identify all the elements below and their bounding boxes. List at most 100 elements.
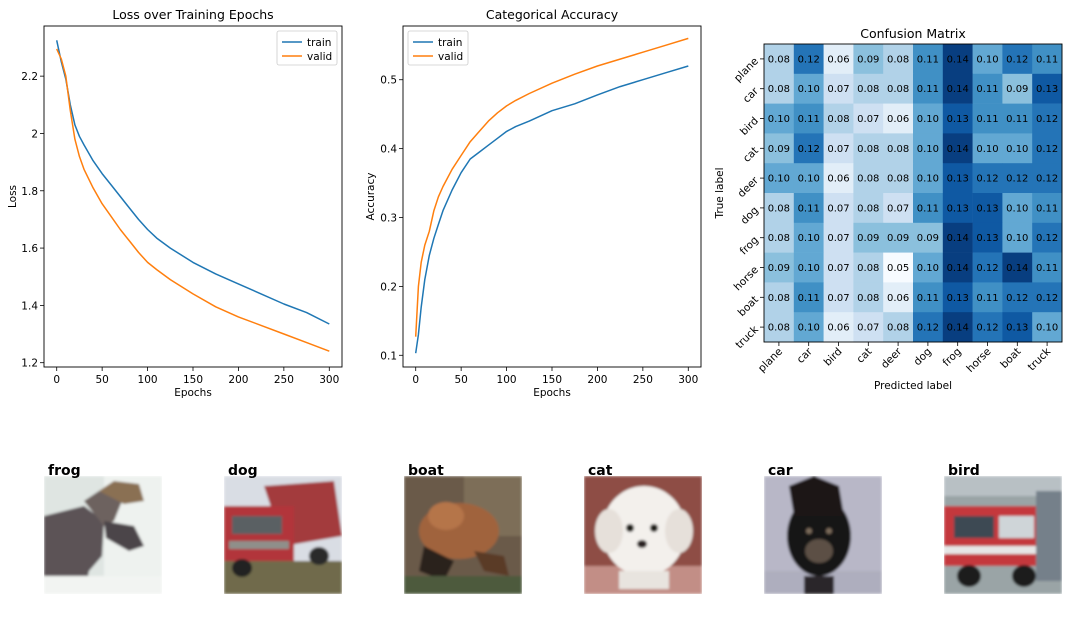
- chart-title: Confusion Matrix: [860, 26, 966, 41]
- matrix-cell-value: 0.10: [1006, 233, 1028, 244]
- matrix-cell: [883, 312, 914, 343]
- matrix-cell: [913, 103, 944, 134]
- image-shape: [474, 551, 509, 576]
- matrix-cell: [793, 163, 824, 194]
- matrix-cell-value: 0.10: [1006, 203, 1028, 214]
- image-shape: [805, 539, 833, 563]
- x-tick-label: 100: [497, 374, 517, 386]
- sample-label: car: [768, 463, 793, 479]
- matrix-cell-value: 0.10: [917, 144, 939, 155]
- image-shape: [404, 576, 522, 594]
- matrix-cell: [853, 222, 884, 253]
- matrix-cell: [853, 163, 884, 194]
- matrix-cell: [793, 103, 824, 134]
- matrix-cell: [793, 133, 824, 164]
- y-tick-label: deer: [736, 174, 762, 200]
- series-line-train: [414, 65, 689, 354]
- matrix-cell: [823, 282, 854, 313]
- sample-label: bird: [948, 463, 980, 479]
- matrix-cell: [883, 222, 914, 253]
- y-tick-label: 1.8: [21, 186, 38, 198]
- matrix-cell-value: 0.11: [976, 84, 998, 95]
- sample-label: cat: [588, 463, 613, 479]
- matrix-cell-value: 0.08: [887, 54, 909, 65]
- legend-label-train: train: [307, 37, 331, 49]
- sample-image-1: [44, 476, 162, 594]
- matrix-cell-value: 0.10: [798, 323, 820, 334]
- chart-title: Loss over Training Epochs: [112, 7, 273, 22]
- matrix-cell: [883, 103, 914, 134]
- matrix-cell-value: 0.13: [947, 174, 969, 185]
- matrix-cell: [883, 282, 914, 313]
- x-axis-label: Predicted label: [874, 380, 952, 392]
- matrix-cell: [913, 252, 944, 283]
- matrix-cell: [913, 222, 944, 253]
- matrix-cell-value: 0.08: [887, 323, 909, 334]
- confusion-matrix: 0.08 0.12 0.06 0.09 0.08 0.11 0.14 0.10 0.12 0.11…: [714, 26, 1063, 392]
- matrix-cell-value: 0.07: [887, 203, 909, 214]
- matrix-cell-value: 0.09: [887, 233, 909, 244]
- matrix-cell-value: 0.11: [798, 293, 820, 304]
- matrix-cell: [1002, 44, 1033, 75]
- x-tick-label: car: [795, 345, 816, 366]
- matrix-cell: [764, 133, 795, 164]
- chart-title: Categorical Accuracy: [486, 7, 619, 22]
- matrix-cell: [1032, 222, 1063, 253]
- matrix-cell-value: 0.06: [827, 54, 849, 65]
- image-shape: [789, 476, 844, 516]
- x-tick-label: 300: [319, 374, 339, 386]
- matrix-cell-value: 0.09: [768, 144, 790, 155]
- image-shape: [1012, 565, 1036, 587]
- matrix-cell: [913, 133, 944, 164]
- matrix-cell: [942, 133, 973, 164]
- matrix-cell: [913, 73, 944, 104]
- y-axis-label: Loss: [7, 185, 19, 208]
- matrix-cell: [853, 193, 884, 224]
- matrix-cell-value: 0.11: [976, 114, 998, 125]
- matrix-cell: [823, 163, 854, 194]
- image-shape: [419, 546, 454, 581]
- matrix-cell-value: 0.10: [917, 263, 939, 274]
- matrix-cell: [883, 163, 914, 194]
- sample-picture-white-dog: [584, 476, 702, 594]
- matrix-cell-value: 0.08: [768, 233, 790, 244]
- matrix-cell-value: 0.06: [827, 323, 849, 334]
- matrix-cell-value: 0.11: [1036, 263, 1058, 274]
- x-tick-label: 200: [228, 374, 248, 386]
- y-tick-label: 0.3: [380, 213, 397, 225]
- matrix-cell-value: 0.08: [857, 293, 879, 304]
- matrix-cell-value: 0.05: [887, 263, 909, 274]
- matrix-cell-value: 0.12: [976, 174, 998, 185]
- matrix-cell: [823, 133, 854, 164]
- y-tick-label: 0.4: [380, 144, 397, 156]
- image-shape: [1036, 491, 1062, 581]
- y-tick-label: 1.2: [21, 358, 38, 370]
- image-shape: [84, 491, 124, 526]
- matrix-cell: [883, 44, 914, 75]
- matrix-cell-value: 0.12: [798, 54, 820, 65]
- x-tick-label: truck: [1026, 345, 1054, 373]
- y-tick-label: boat: [736, 294, 761, 319]
- legend-label-valid: valid: [438, 51, 463, 63]
- y-tick-label: 2: [31, 128, 38, 140]
- matrix-cell: [793, 312, 824, 343]
- matrix-cell: [1002, 282, 1033, 313]
- image-shape: [626, 524, 634, 532]
- image-shape: [232, 516, 282, 534]
- image-shape: [428, 502, 464, 530]
- matrix-cell: [1002, 193, 1033, 224]
- matrix-cell-value: 0.06: [887, 293, 909, 304]
- x-tick-label: boat: [998, 346, 1023, 371]
- matrix-cell-value: 0.13: [976, 203, 998, 214]
- matrix-cell-value: 0.06: [887, 114, 909, 125]
- matrix-cell: [913, 193, 944, 224]
- matrix-cell-value: 0.12: [1036, 174, 1058, 185]
- matrix-cell-value: 0.10: [1006, 144, 1028, 155]
- image-shape: [999, 516, 1034, 538]
- matrix-cell: [942, 222, 973, 253]
- matrix-cell-value: 0.12: [917, 323, 939, 334]
- matrix-cell: [764, 222, 795, 253]
- matrix-cell-value: 0.14: [947, 84, 969, 95]
- sample-image-6: [944, 476, 1062, 594]
- matrix-cell-value: 0.11: [798, 114, 820, 125]
